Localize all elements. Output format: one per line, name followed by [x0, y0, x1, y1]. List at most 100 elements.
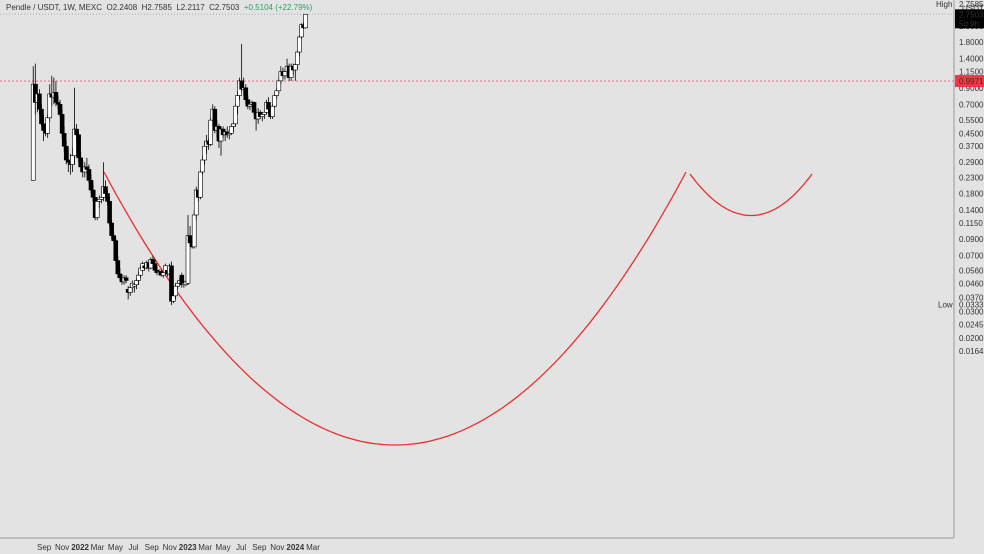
candle-down-body — [53, 92, 59, 103]
price-tick-label: 0.0460 — [959, 279, 984, 288]
candle-down-body — [63, 145, 69, 161]
candle-down-body — [57, 103, 63, 115]
candle-up-body — [134, 280, 139, 286]
time-tick-label: Sep — [252, 543, 267, 552]
candle-up-body — [295, 51, 300, 65]
candle-up-body — [259, 114, 265, 117]
bar-countdown: 5d 9h — [959, 19, 979, 28]
candle-down-body — [41, 123, 46, 131]
time-axis[interactable]: Sep Nov 2022 Mar May Jul Sep Nov 2023 Mar May Jul Se… — [37, 543, 320, 552]
price-tick-label: 0.5500 — [959, 116, 984, 125]
candle-up-body — [276, 80, 282, 92]
price-tick-label: 0.0370 — [959, 294, 984, 303]
time-tick-label: May — [216, 543, 231, 552]
candle — [224, 126, 230, 138]
candle-up-body — [274, 90, 280, 96]
candle-up-body — [231, 123, 236, 127]
price-tick-label: 0.2900 — [959, 158, 984, 167]
candle-up-body — [235, 95, 240, 107]
candle-down-body — [61, 133, 67, 147]
candle-down-body — [103, 186, 108, 194]
price-tick-label: 0.0700 — [959, 252, 984, 261]
price-tick-label: 0.0200 — [959, 334, 984, 343]
candle — [82, 162, 88, 178]
candle-up-body — [70, 155, 75, 165]
candle-up-body — [282, 71, 288, 77]
time-tick-label: 2024 — [286, 543, 304, 552]
candle-down-body — [105, 193, 110, 202]
low-value: 0.0333 — [959, 301, 984, 310]
candle-down-body — [78, 157, 83, 168]
candle-down-body — [187, 235, 193, 244]
candle-up-body — [171, 295, 176, 302]
time-tick-label: 2022 — [71, 543, 89, 552]
price-tick-label: 1.1500 — [959, 68, 984, 77]
price-tick-label: 0.0900 — [959, 235, 984, 244]
time-tick-label: Mar — [91, 543, 105, 552]
last-price-tag — [955, 9, 984, 29]
candle-down-body — [150, 259, 156, 264]
candle — [198, 169, 203, 200]
price-tick-label: 0.1150 — [959, 219, 983, 228]
candle-down-body — [115, 260, 121, 275]
candle-up-body — [233, 105, 238, 125]
candle-down-body — [243, 87, 249, 101]
candle-up-body — [96, 199, 102, 202]
candle-down-body — [152, 263, 158, 271]
low-label: Low — [938, 301, 953, 310]
time-tick-label: Nov — [163, 543, 177, 552]
candle-down-body — [266, 102, 271, 110]
candle-up-body — [208, 119, 214, 145]
price-tick-label: 0.0164 — [959, 347, 984, 356]
candle-up-body — [297, 36, 302, 53]
low-value: L2.2117 — [176, 3, 205, 12]
resistance-tag — [955, 75, 984, 88]
candle-up-body — [293, 64, 298, 71]
candle — [123, 275, 129, 284]
high-value: H2.7585 — [141, 3, 172, 12]
candle — [107, 197, 112, 226]
change-value: +0.5104 (+22.79%) — [243, 3, 313, 12]
candle-down-body — [66, 159, 71, 163]
close-value: C2.7503 — [209, 3, 240, 12]
candle-down-body — [84, 166, 90, 170]
time-tick-label: Mar — [198, 543, 212, 552]
candle-up-body — [191, 214, 197, 248]
price-tick-label: 1.8000 — [959, 38, 984, 47]
handle-arc — [689, 173, 813, 217]
candle — [239, 44, 244, 92]
candle-up-body — [198, 171, 203, 198]
candle — [72, 87, 77, 165]
candle-up-body — [45, 117, 50, 134]
candle-down-body — [109, 222, 114, 236]
price-tick-label: 0.9000 — [959, 84, 984, 93]
chart-header: Pendle / USDT, 1W, MEXC O2.2408 H2.7585 … — [6, 3, 312, 12]
time-tick-label: Jul — [236, 543, 246, 552]
candle — [101, 162, 106, 202]
symbol-label[interactable]: Pendle / USDT, 1W, MEXC — [6, 3, 103, 12]
open-value: O2.2408 — [106, 3, 138, 12]
candle — [303, 14, 308, 29]
time-tick-label: Sep — [37, 543, 52, 552]
candle-up-body — [200, 159, 205, 173]
candle-up-body — [175, 282, 180, 287]
price-tick-label: 1.4000 — [959, 55, 984, 64]
price-tick-label: 0.4500 — [959, 129, 984, 138]
price-tick-label: 0.0560 — [959, 266, 984, 275]
guide-lines — [0, 13, 954, 82]
candle-down-body — [117, 273, 123, 279]
candle-up-body — [136, 274, 141, 281]
candle-down-body — [59, 114, 65, 134]
resistance-value: 0.9971 — [959, 77, 984, 86]
price-tick-label: 0.1800 — [959, 190, 984, 199]
candle — [30, 66, 36, 181]
candle-up-body — [160, 272, 166, 276]
candle — [185, 214, 191, 285]
candle-down-body — [90, 189, 96, 198]
candle-down-body — [251, 102, 257, 113]
candle-up-body — [202, 145, 207, 161]
candle — [179, 272, 185, 288]
price-tick-label: 0.1400 — [959, 206, 984, 215]
candle-up-body — [173, 285, 178, 297]
